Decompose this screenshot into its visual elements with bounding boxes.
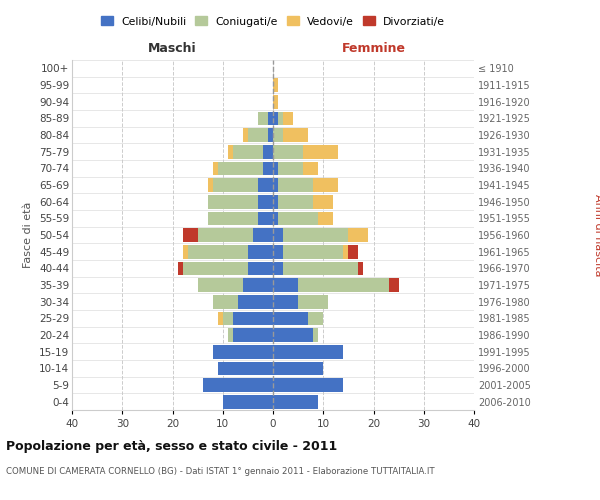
- Bar: [283, 262, 358, 275]
- Bar: [273, 78, 278, 92]
- Bar: [273, 228, 283, 242]
- Bar: [273, 112, 278, 125]
- Bar: [273, 362, 323, 375]
- Bar: [349, 245, 358, 258]
- Bar: [223, 312, 233, 325]
- Bar: [273, 95, 278, 108]
- Bar: [248, 128, 268, 142]
- Bar: [273, 378, 343, 392]
- Bar: [208, 212, 258, 225]
- Bar: [278, 178, 313, 192]
- Bar: [283, 228, 349, 242]
- Bar: [273, 245, 283, 258]
- Bar: [182, 262, 248, 275]
- Legend: Celibi/Nubili, Coniugati/e, Vedovi/e, Divorziati/e: Celibi/Nubili, Coniugati/e, Vedovi/e, Di…: [101, 16, 445, 26]
- Bar: [273, 162, 278, 175]
- Bar: [273, 128, 283, 142]
- Bar: [182, 228, 197, 242]
- Bar: [303, 145, 338, 158]
- Bar: [273, 262, 283, 275]
- Bar: [233, 328, 273, 342]
- Bar: [273, 295, 298, 308]
- Bar: [263, 145, 273, 158]
- Bar: [283, 245, 343, 258]
- Bar: [233, 145, 263, 158]
- Text: COMUNE DI CAMERATA CORNELLO (BG) - Dati ISTAT 1° gennaio 2011 - Elaborazione TUT: COMUNE DI CAMERATA CORNELLO (BG) - Dati …: [6, 468, 434, 476]
- Bar: [218, 162, 263, 175]
- Bar: [303, 162, 318, 175]
- Bar: [278, 162, 303, 175]
- Bar: [258, 212, 273, 225]
- Y-axis label: Anni di nascita: Anni di nascita: [593, 194, 600, 276]
- Bar: [233, 312, 273, 325]
- Bar: [349, 228, 368, 242]
- Bar: [273, 345, 343, 358]
- Bar: [212, 295, 238, 308]
- Bar: [188, 245, 248, 258]
- Text: Femmine: Femmine: [341, 42, 406, 55]
- Bar: [273, 328, 313, 342]
- Bar: [228, 328, 233, 342]
- Bar: [268, 128, 273, 142]
- Bar: [268, 112, 273, 125]
- Bar: [298, 295, 328, 308]
- Bar: [313, 178, 338, 192]
- Text: Maschi: Maschi: [148, 42, 197, 55]
- Bar: [182, 245, 188, 258]
- Bar: [263, 162, 273, 175]
- Bar: [258, 112, 268, 125]
- Bar: [273, 145, 303, 158]
- Bar: [218, 362, 273, 375]
- Bar: [273, 395, 318, 408]
- Bar: [203, 378, 273, 392]
- Bar: [197, 278, 243, 292]
- Bar: [197, 228, 253, 242]
- Bar: [248, 262, 273, 275]
- Bar: [278, 112, 283, 125]
- Bar: [253, 228, 273, 242]
- Bar: [273, 195, 278, 208]
- Text: Popolazione per età, sesso e stato civile - 2011: Popolazione per età, sesso e stato civil…: [6, 440, 337, 453]
- Bar: [313, 328, 318, 342]
- Bar: [298, 278, 389, 292]
- Bar: [273, 178, 278, 192]
- Bar: [283, 128, 308, 142]
- Bar: [278, 212, 318, 225]
- Bar: [228, 145, 233, 158]
- Bar: [218, 312, 223, 325]
- Bar: [238, 295, 273, 308]
- Bar: [283, 112, 293, 125]
- Bar: [243, 128, 248, 142]
- Bar: [273, 212, 278, 225]
- Bar: [318, 212, 334, 225]
- Bar: [212, 345, 273, 358]
- Bar: [273, 278, 298, 292]
- Bar: [213, 178, 258, 192]
- Bar: [223, 395, 273, 408]
- Bar: [308, 312, 323, 325]
- Bar: [243, 278, 273, 292]
- Bar: [273, 312, 308, 325]
- Bar: [212, 162, 218, 175]
- Bar: [208, 195, 258, 208]
- Bar: [248, 245, 273, 258]
- Bar: [258, 195, 273, 208]
- Bar: [389, 278, 398, 292]
- Bar: [358, 262, 364, 275]
- Y-axis label: Fasce di età: Fasce di età: [23, 202, 34, 268]
- Bar: [178, 262, 182, 275]
- Bar: [313, 195, 334, 208]
- Bar: [343, 245, 349, 258]
- Bar: [208, 178, 212, 192]
- Bar: [278, 195, 313, 208]
- Bar: [258, 178, 273, 192]
